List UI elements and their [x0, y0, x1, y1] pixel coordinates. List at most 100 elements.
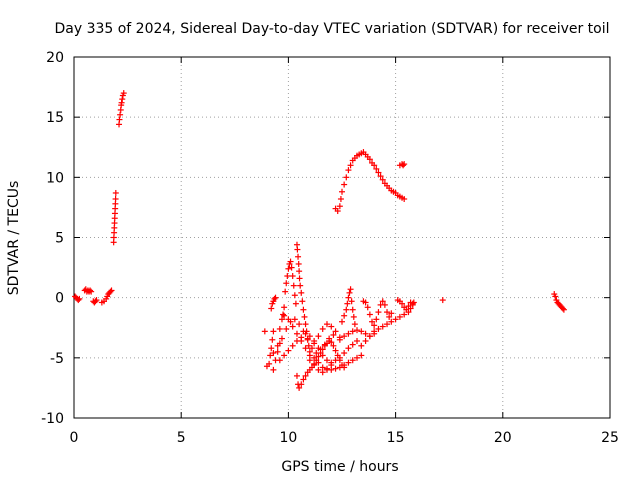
- data-point: [287, 318, 294, 325]
- data-point: [377, 173, 384, 180]
- data-point: [269, 336, 276, 343]
- data-point: [291, 316, 298, 323]
- data-point: [299, 298, 306, 305]
- data-point: [294, 246, 301, 253]
- data-point: [332, 347, 339, 354]
- data-point: [296, 384, 303, 391]
- data-point: [117, 111, 124, 118]
- data-point: [354, 354, 361, 361]
- data-point: [298, 337, 305, 344]
- data-point: [288, 264, 295, 271]
- data-point: [379, 298, 386, 305]
- data-point: [354, 337, 361, 344]
- data-point: [323, 357, 330, 364]
- data-point: [381, 301, 388, 308]
- data-point: [293, 330, 300, 337]
- data-point: [347, 286, 354, 293]
- data-point: [119, 96, 126, 103]
- data-point: [371, 322, 378, 329]
- data-point: [336, 354, 343, 361]
- x-tick-label: 15: [387, 430, 405, 446]
- data-point: [346, 289, 353, 296]
- data-point: [328, 362, 335, 369]
- data-point: [348, 298, 355, 305]
- data-point: [341, 312, 348, 319]
- data-point: [341, 362, 348, 369]
- x-axis-label: GPS time / hours: [281, 459, 398, 475]
- data-point: [384, 309, 391, 316]
- data-point: [358, 328, 365, 335]
- data-point: [358, 342, 365, 349]
- data-point: [313, 357, 320, 364]
- data-point: [315, 353, 322, 360]
- data-point: [108, 287, 115, 294]
- data-point: [332, 357, 339, 364]
- data-point: [345, 330, 352, 337]
- data-point: [283, 280, 290, 287]
- data-point: [373, 316, 380, 323]
- data-point: [311, 340, 318, 347]
- data-point: [375, 169, 382, 176]
- data-point: [302, 372, 309, 379]
- data-point: [271, 295, 278, 302]
- data-point: [261, 328, 268, 335]
- data-point: [345, 167, 352, 174]
- data-point: [403, 306, 410, 313]
- data-point: [386, 313, 393, 320]
- data-point: [306, 333, 313, 340]
- data-point: [321, 341, 328, 348]
- data-point: [268, 345, 275, 352]
- x-tick-label: 25: [601, 430, 619, 446]
- data-point: [305, 342, 312, 349]
- data-point: [290, 282, 297, 289]
- data-point: [379, 176, 386, 183]
- y-tick-label: 0: [55, 291, 64, 307]
- data-point: [362, 330, 369, 337]
- data-point: [399, 300, 406, 307]
- data-point: [375, 325, 382, 332]
- data-point: [270, 366, 277, 373]
- data-point: [409, 300, 416, 307]
- data-point: [300, 376, 307, 383]
- data-point: [296, 275, 303, 282]
- data-point: [112, 195, 119, 202]
- x-tick-label: 5: [177, 430, 186, 446]
- data-point: [400, 162, 407, 169]
- data-point: [349, 306, 356, 313]
- data-point: [272, 294, 279, 301]
- data-point: [358, 352, 365, 359]
- data-point: [375, 309, 382, 316]
- x-tick-label: 0: [70, 430, 79, 446]
- data-point: [302, 345, 309, 352]
- data-point: [280, 311, 287, 318]
- data-point: [120, 90, 127, 97]
- data-point: [298, 381, 305, 388]
- data-point: [349, 328, 356, 335]
- data-point: [401, 195, 408, 202]
- data-point: [319, 369, 326, 376]
- data-point: [334, 208, 341, 215]
- data-point: [345, 294, 352, 301]
- data-point: [107, 288, 114, 295]
- data-point: [349, 357, 356, 364]
- data-point: [315, 333, 322, 340]
- data-point: [343, 306, 350, 313]
- data-point: [283, 325, 290, 332]
- data-point: [341, 350, 348, 357]
- data-point: [112, 189, 119, 196]
- data-point: [281, 304, 288, 311]
- data-point: [323, 366, 330, 373]
- data-point: [337, 195, 344, 202]
- data-point: [341, 181, 348, 188]
- data-point: [379, 323, 386, 330]
- data-point: [366, 311, 373, 318]
- data-point: [88, 288, 95, 295]
- data-point: [366, 156, 373, 163]
- data-point: [330, 331, 337, 338]
- data-point: [296, 268, 303, 275]
- data-point: [384, 321, 391, 328]
- data-point: [371, 162, 378, 169]
- data-point: [341, 333, 348, 340]
- y-tick-label: 20: [46, 50, 64, 66]
